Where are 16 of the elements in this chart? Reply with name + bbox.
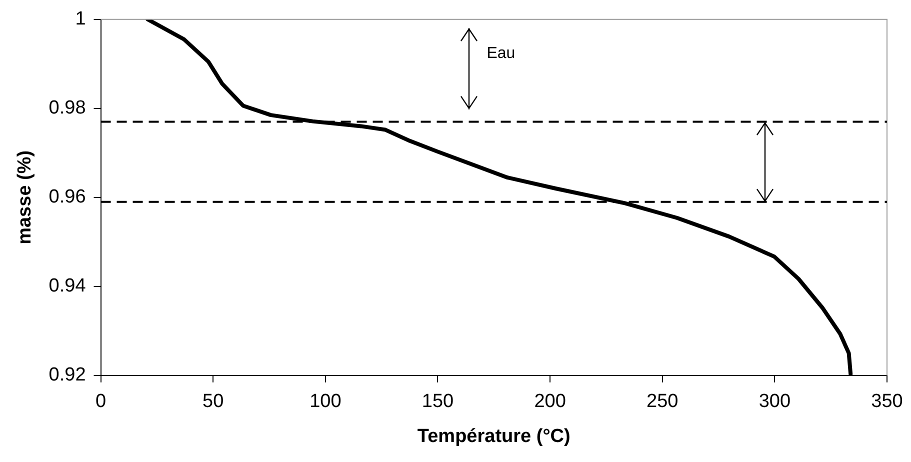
x-tick-label: 0	[95, 391, 106, 412]
y-axis-title: masse (%)	[14, 150, 36, 244]
y-tick-label: 0.92	[48, 364, 86, 386]
y-tick-label: 0.96	[48, 186, 86, 208]
x-tick-label: 50	[202, 391, 224, 412]
y-tick-label: 0.94	[48, 276, 86, 297]
y-tick-label: 0.98	[48, 98, 86, 119]
x-tick-label: 150	[422, 391, 454, 412]
x-tick-label: 350	[871, 391, 903, 412]
x-axis-title: Température (°C)	[417, 426, 570, 447]
annotation: Eau	[486, 45, 516, 64]
x-tick-label: 100	[310, 391, 342, 412]
x-tick-label: 200	[534, 391, 566, 412]
x-tick-label: 250	[646, 391, 678, 412]
x-tick-label: 300	[758, 391, 791, 412]
y-tick-label: 1	[75, 8, 86, 30]
